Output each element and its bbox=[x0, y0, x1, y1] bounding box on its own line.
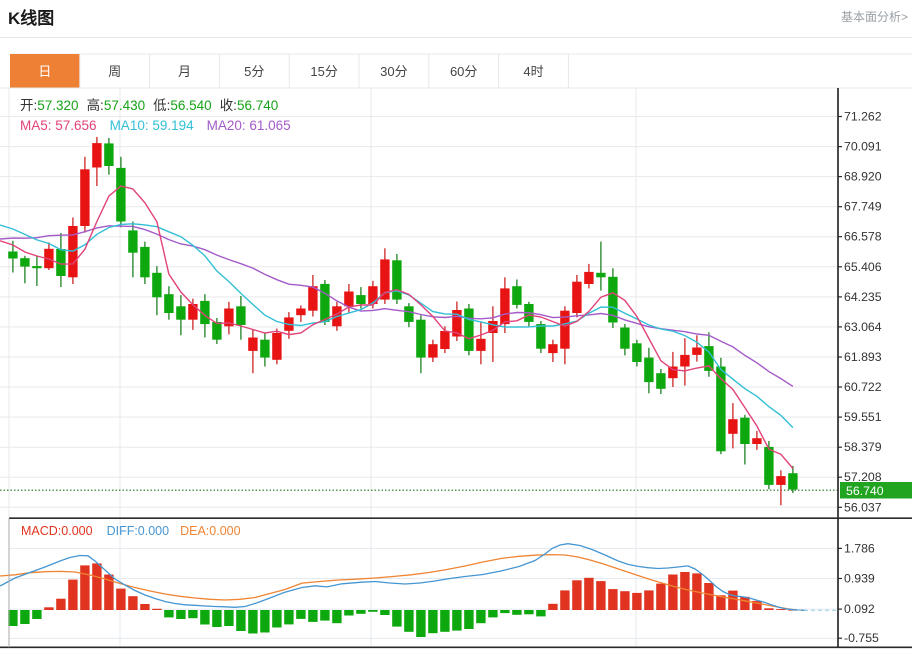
svg-text:61.893: 61.893 bbox=[844, 350, 882, 364]
svg-text:70.091: 70.091 bbox=[844, 140, 882, 154]
svg-text:60分: 60分 bbox=[450, 64, 477, 79]
svg-text:15分: 15分 bbox=[310, 64, 337, 79]
svg-text:-0.755: -0.755 bbox=[844, 631, 879, 645]
svg-text:30分: 30分 bbox=[380, 64, 407, 79]
svg-text:5分: 5分 bbox=[244, 64, 264, 79]
svg-text:日: 日 bbox=[38, 64, 51, 79]
svg-text:0.092: 0.092 bbox=[844, 602, 875, 616]
svg-text:周: 周 bbox=[108, 64, 121, 79]
svg-text:56.037: 56.037 bbox=[844, 500, 882, 514]
svg-text:63.064: 63.064 bbox=[844, 320, 882, 334]
svg-text:67.749: 67.749 bbox=[844, 200, 882, 214]
svg-text:57.208: 57.208 bbox=[844, 470, 882, 484]
svg-text:71.262: 71.262 bbox=[844, 110, 882, 124]
svg-text:60.722: 60.722 bbox=[844, 380, 882, 394]
svg-text:1.786: 1.786 bbox=[844, 541, 875, 555]
svg-text:68.920: 68.920 bbox=[844, 170, 882, 184]
svg-text:66.578: 66.578 bbox=[844, 230, 882, 244]
svg-text:65.406: 65.406 bbox=[844, 260, 882, 274]
svg-text:59.551: 59.551 bbox=[844, 410, 882, 424]
svg-text:4时: 4时 bbox=[523, 64, 543, 79]
svg-text:64.235: 64.235 bbox=[844, 290, 882, 304]
svg-text:月: 月 bbox=[178, 64, 191, 79]
svg-text:0.939: 0.939 bbox=[844, 572, 875, 586]
svg-text:K线图: K线图 bbox=[8, 8, 54, 28]
svg-text:58.379: 58.379 bbox=[844, 440, 882, 454]
svg-text:56.740: 56.740 bbox=[846, 484, 884, 498]
svg-text:基本面分析>: 基本面分析> bbox=[841, 10, 908, 24]
